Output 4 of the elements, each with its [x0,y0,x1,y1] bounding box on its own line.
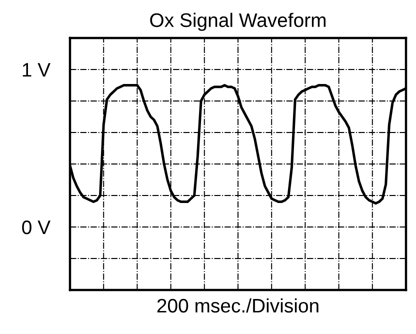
x-axis-title: 200 msec./Division [157,298,318,313]
y-tick-label: 1 V [22,63,50,77]
y-tick-label: 0 V [22,220,50,234]
chart-title: Ox Signal Waveform [150,12,326,31]
